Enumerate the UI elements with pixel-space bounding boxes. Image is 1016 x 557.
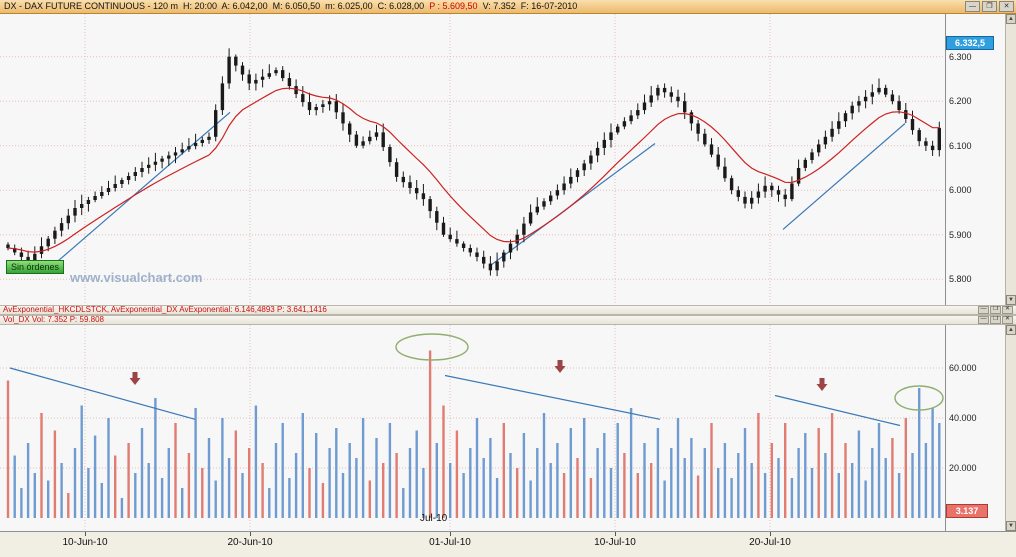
time-axis-label: 20-Jun-10 xyxy=(227,537,273,548)
down-arrow-icon xyxy=(129,372,141,385)
month-change-label: Jul-10 xyxy=(420,513,448,524)
trendline[interactable] xyxy=(54,111,231,265)
volume-bars xyxy=(6,350,941,518)
ellipse-annotation xyxy=(894,385,944,411)
candlestick-chart[interactable] xyxy=(0,14,945,305)
volume-axis[interactable]: 3.137 60.000 40.000 20.000 xyxy=(945,325,1005,531)
ema-line xyxy=(7,87,940,253)
time-axis-label: 10-Jun-10 xyxy=(62,537,108,548)
volume-axis-label: 60.000 xyxy=(949,363,977,373)
price-tag: 6.332,5 xyxy=(946,36,994,50)
down-arrow-icon xyxy=(816,378,828,391)
time-axis[interactable]: 10-Jun-10 20-Jun-10 01-Jul-10 10-Jul-10 20-J… xyxy=(0,531,1016,557)
price-axis-label: 6.200 xyxy=(949,96,972,107)
time-tick xyxy=(85,532,86,536)
minimize-icon[interactable]: — xyxy=(978,316,989,324)
scroll-up-icon[interactable]: ▲ xyxy=(1006,14,1016,24)
volume-chart[interactable] xyxy=(0,325,945,531)
minimize-icon[interactable]: — xyxy=(965,1,980,12)
price-axis[interactable]: 6.332,5 6.300 6.200 6.100 6.000 5.900 5.800 xyxy=(945,14,1005,305)
close-icon[interactable]: ✕ xyxy=(1002,316,1013,324)
candles xyxy=(6,48,941,277)
time-axis-label: 01-Jul-10 xyxy=(429,537,471,548)
down-arrow-icon xyxy=(554,360,566,373)
volume-trendline[interactable] xyxy=(774,394,901,427)
window-controls: — ❐ ✕ xyxy=(965,1,1014,12)
volume-trendline[interactable] xyxy=(9,367,196,420)
volume-info-bar: Vol_DX Vol: 7.352 P: 59.808 — ❐ ✕ xyxy=(0,315,1016,325)
symbol-quote-fields: DX - DAX FUTURE CONTINUOUS - 120 m H: 20… xyxy=(4,1,430,11)
time-axis-label: 20-Jul-10 xyxy=(749,537,791,548)
watermark: www.visualchart.com xyxy=(70,270,203,285)
price-axis-label: 6.100 xyxy=(949,140,972,151)
ellipse-annotation xyxy=(395,333,469,361)
volume-info-text: Vol_DX Vol: 7.352 P: 59.808 xyxy=(3,315,104,324)
volume-trendline[interactable] xyxy=(444,374,661,420)
scroll-down-icon[interactable]: ▼ xyxy=(1006,295,1016,305)
price-gridlines xyxy=(0,14,945,305)
restore-icon[interactable]: ❐ xyxy=(990,316,1001,324)
scroll-up-icon[interactable]: ▲ xyxy=(1006,325,1016,335)
chart-titlebar: DX - DAX FUTURE CONTINUOUS - 120 m H: 20… xyxy=(0,0,1016,14)
price-axis-label: 5.900 xyxy=(949,229,972,240)
price-axis-label: 5.800 xyxy=(949,274,972,285)
time-tick xyxy=(450,532,451,536)
indicator-info-text: AvExponential_HKCDLSTCK, AvExponential_D… xyxy=(3,305,327,314)
trendline[interactable] xyxy=(782,123,906,230)
price-scrollbar[interactable]: ▲ ▼ xyxy=(1005,14,1016,305)
volume-tag: 3.137 xyxy=(946,504,988,518)
volume-axis-label: 20.000 xyxy=(949,463,977,473)
price-axis-label: 6.000 xyxy=(949,185,972,196)
time-tick xyxy=(615,532,616,536)
minimize-icon[interactable]: — xyxy=(978,306,989,314)
volume-date-fields: V: 7.352 F: 16-07-2010 xyxy=(477,1,578,11)
time-axis-label: 10-Jul-10 xyxy=(594,537,636,548)
restore-icon[interactable]: ❐ xyxy=(990,306,1001,314)
indicator-info-bar: AvExponential_HKCDLSTCK, AvExponential_D… xyxy=(0,305,1016,315)
restore-icon[interactable]: ❐ xyxy=(982,1,997,12)
close-icon[interactable]: ✕ xyxy=(999,1,1014,12)
volume-axis-label: 40.000 xyxy=(949,413,977,423)
indicator-panel-controls: — ❐ ✕ xyxy=(978,306,1013,314)
close-icon[interactable]: ✕ xyxy=(1002,306,1013,314)
price-axis-label: 6.300 xyxy=(949,51,972,62)
volume-panel-controls: — ❐ ✕ xyxy=(978,316,1013,324)
previous-close-field: P : 5.609,50 xyxy=(429,1,478,11)
volume-panel: 3.137 60.000 40.000 20.000 ▲ ▼ Jul-10 xyxy=(0,325,1016,531)
time-tick xyxy=(250,532,251,536)
volume-scrollbar[interactable]: ▲ ▼ xyxy=(1005,325,1016,531)
scroll-down-icon[interactable]: ▼ xyxy=(1006,521,1016,531)
no-orders-badge: Sin órdenes xyxy=(6,260,65,274)
time-tick xyxy=(770,532,771,536)
price-panel: 6.332,5 6.300 6.200 6.100 6.000 5.900 5.800 ▲… xyxy=(0,14,1016,305)
